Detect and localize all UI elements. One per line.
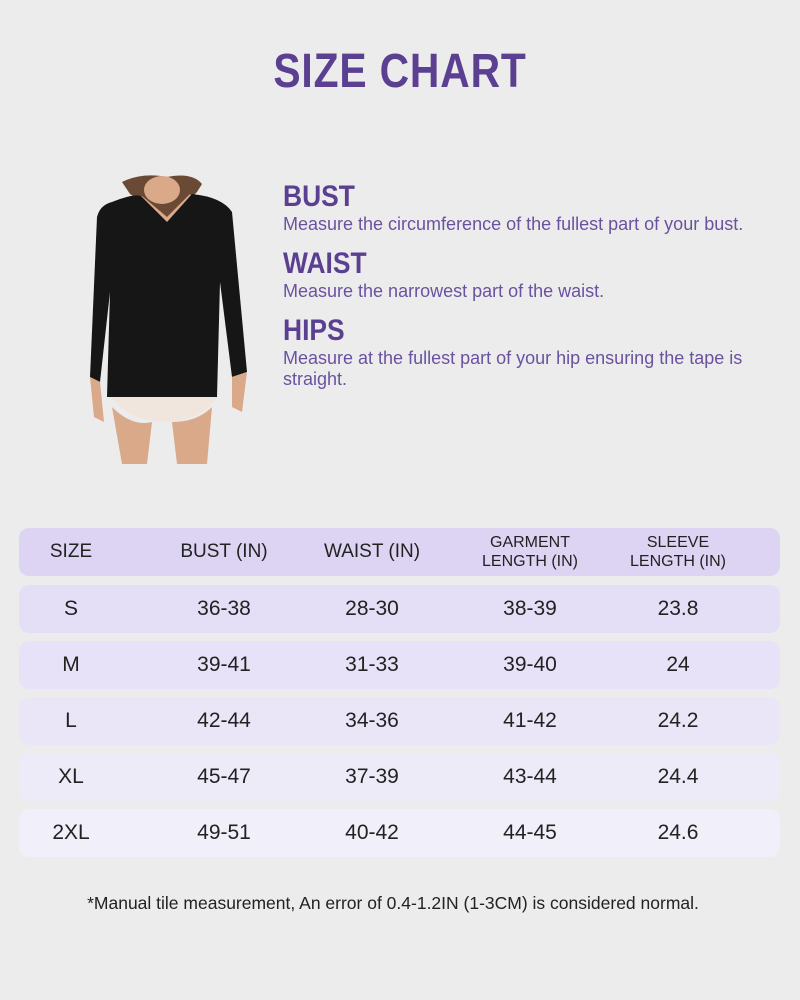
- table-cell: 39-40: [503, 653, 557, 676]
- table-cell: 24.4: [657, 765, 699, 788]
- table-cell: 39-41: [197, 653, 251, 676]
- table-cell: XL: [58, 765, 84, 788]
- table-cell: 38-39: [503, 597, 557, 620]
- table-cell: 34-36: [345, 709, 399, 732]
- table-cell: 44-45: [503, 821, 557, 844]
- measure-label: BUST: [283, 180, 355, 213]
- measure-description: Measure at the fullest part of your hip …: [283, 348, 743, 389]
- table-cell: M: [62, 653, 80, 676]
- measure-description: Measure the circumference of the fullest…: [283, 214, 744, 234]
- table-cell: 42-44: [197, 709, 251, 732]
- column-header: SLEEVE LENGTH (IN): [630, 534, 726, 570]
- table-cell: 45-47: [197, 765, 251, 788]
- table-cell: 24.2: [657, 709, 699, 732]
- table-cell: 31-33: [345, 653, 399, 676]
- column-header: BUST (IN): [180, 541, 268, 562]
- table-row: S 36-38 28-30 38-39 23.8: [19, 585, 780, 633]
- table-row: M 39-41 31-33 39-40 24: [19, 641, 780, 689]
- table-cell: L: [65, 709, 77, 732]
- column-header: SIZE: [49, 541, 93, 562]
- table-cell: 49-51: [197, 821, 251, 844]
- table-cell: 41-42: [503, 709, 557, 732]
- measure-bust: BUST Measure the circumference of the fu…: [283, 180, 763, 235]
- measure-label: HIPS: [283, 314, 345, 347]
- measurement-guide: BUST Measure the circumference of the fu…: [283, 180, 763, 402]
- column-header: WAIST (IN): [323, 541, 421, 562]
- table-row: XL 45-47 37-39 43-44 24.4: [19, 753, 780, 801]
- table-cell: 24: [666, 653, 690, 676]
- table-cell: 40-42: [345, 821, 399, 844]
- table-cell: 43-44: [503, 765, 557, 788]
- table-header: SIZE BUST (IN) WAIST (IN) GARMENT LENGTH (I…: [19, 528, 780, 576]
- table-cell: 2XL: [52, 821, 90, 844]
- table-cell: 36-38: [197, 597, 251, 620]
- table-cell: 23.8: [657, 597, 699, 620]
- measure-description: Measure the narrowest part of the waist.: [283, 281, 605, 301]
- table-cell: 28-30: [345, 597, 399, 620]
- table-cell: 37-39: [345, 765, 399, 788]
- table-row: 2XL 49-51 40-42 44-45 24.6: [19, 809, 780, 857]
- table-row: L 42-44 34-36 41-42 24.2: [19, 697, 780, 745]
- footnote: *Manual tile measurement, An error of 0.…: [87, 893, 699, 913]
- table-cell: 24.6: [657, 821, 699, 844]
- measure-hips: HIPS Measure at the fullest part of your…: [283, 314, 763, 390]
- measure-label: WAIST: [283, 247, 367, 280]
- measure-waist: WAIST Measure the narrowest part of the …: [283, 247, 763, 302]
- table-cell: S: [63, 597, 79, 620]
- column-header: GARMENT LENGTH (IN): [482, 534, 578, 570]
- page-title: SIZE CHART: [273, 45, 527, 98]
- product-photo: [90, 175, 247, 464]
